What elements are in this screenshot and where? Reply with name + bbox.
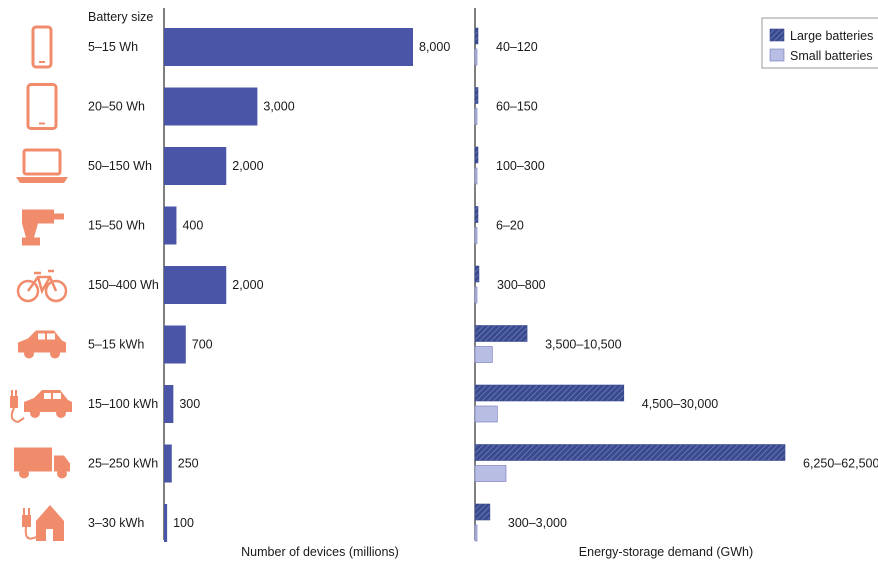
demand-range-label: 100–300	[496, 159, 545, 173]
battery-size-label: 15–100 kWh	[88, 397, 158, 411]
devices-value-label: 250	[178, 457, 199, 471]
demand-range-label: 60–150	[496, 100, 538, 114]
devices-value-label: 100	[173, 516, 194, 530]
demand-range-label: 6,250–62,500	[803, 457, 878, 471]
demand-range-label: 300–3,000	[508, 516, 567, 530]
devices-bar	[164, 325, 186, 364]
battery-size-label: 50–150 Wh	[88, 159, 152, 173]
devices-bar	[164, 504, 168, 542]
demand-panel: 40–120 60–150 100–300 6–20 300–800 3,500–10,5…	[474, 8, 878, 542]
legend-label-small: Small batteries	[790, 49, 873, 63]
demand-axis-title: Energy-storage demand (GWh)	[579, 545, 753, 559]
large-batteries-bar	[474, 206, 479, 223]
small-batteries-bar	[474, 48, 478, 66]
large-batteries-bar	[474, 384, 625, 402]
small-batteries-bar	[474, 346, 493, 363]
demand-range-label: 300–800	[497, 278, 546, 292]
small-batteries-bar	[474, 167, 478, 185]
demand-range-label: 40–120	[496, 40, 538, 54]
battery-size-label: 5–15 Wh	[88, 40, 138, 54]
devices-value-label: 700	[192, 338, 213, 352]
devices-value-label: 2,000	[232, 278, 263, 292]
small-batteries-bar	[474, 227, 478, 244]
legend: Large batteries Small batteries	[761, 17, 878, 69]
devices-bar	[164, 206, 177, 245]
large-batteries-bar	[474, 325, 528, 342]
demand-range-label: 3,500–10,500	[545, 338, 622, 352]
small-batteries-bar	[474, 465, 507, 482]
battery-size-label: 150–400 Wh	[88, 278, 159, 292]
small-batteries-bar	[474, 524, 478, 542]
hybrid-car-icon	[18, 330, 66, 359]
devices-value-label: 400	[182, 219, 203, 233]
battery-size-label: 3–30 kWh	[88, 516, 144, 530]
large-batteries-bar	[474, 265, 480, 283]
electric-car-icon	[10, 390, 72, 424]
devices-bar	[164, 87, 258, 126]
laptop-icon	[16, 148, 68, 183]
truck-icon	[14, 447, 70, 479]
battery-size-header: Battery size	[88, 10, 153, 24]
large-batteries-bar	[474, 444, 786, 461]
tablet-icon	[26, 83, 58, 130]
smartphone-icon	[31, 25, 53, 69]
home-storage-icon	[22, 505, 64, 541]
power-drill-icon	[22, 209, 64, 246]
legend-label-large: Large batteries	[790, 29, 873, 43]
large-batteries-bar	[474, 87, 479, 104]
devices-value-label: 8,000	[419, 40, 450, 54]
battery-size-label: 25–250 kWh	[88, 457, 158, 471]
devices-value-label: 2,000	[232, 159, 263, 173]
devices-panel: 5–15 Wh 8,000 20–50 Wh 3,000 50–150 Wh 2,000 1…	[88, 8, 450, 542]
battery-size-label: 20–50 Wh	[88, 100, 145, 114]
demand-range-label: 4,500–30,000	[642, 397, 719, 411]
demand-range-label: 6–20	[496, 219, 524, 233]
legend-swatch-large	[769, 28, 785, 42]
device-icons	[10, 25, 72, 541]
large-batteries-bar	[474, 27, 479, 45]
battery-size-label: 5–15 kWh	[88, 338, 144, 352]
devices-value-label: 300	[179, 397, 200, 411]
devices-bar	[164, 266, 227, 304]
e-bike-icon	[16, 269, 68, 303]
legend-swatch-small	[769, 48, 785, 62]
large-batteries-bar	[474, 146, 479, 164]
small-batteries-bar	[474, 108, 478, 125]
large-batteries-bar	[474, 503, 491, 521]
battery-size-label: 15–50 Wh	[88, 219, 145, 233]
devices-bar	[164, 147, 227, 185]
devices-bar	[164, 385, 174, 423]
devices-value-label: 3,000	[263, 100, 294, 114]
devices-axis-title: Number of devices (millions)	[241, 545, 399, 559]
small-batteries-bar	[474, 286, 478, 304]
small-batteries-bar	[474, 405, 498, 423]
devices-bar	[164, 444, 172, 483]
devices-bar	[164, 28, 413, 66]
